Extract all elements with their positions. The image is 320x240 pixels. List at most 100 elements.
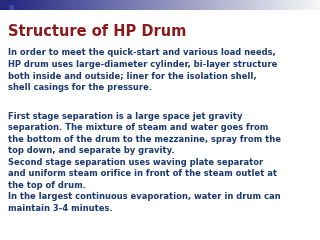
Bar: [94, 0, 95, 10]
Bar: [103, 0, 104, 10]
Bar: [283, 0, 284, 10]
Bar: [134, 0, 135, 10]
Bar: [26, 0, 27, 10]
Bar: [6, 0, 7, 10]
Bar: [111, 0, 112, 10]
Bar: [125, 0, 126, 10]
Bar: [32, 0, 33, 10]
Bar: [75, 0, 76, 10]
Bar: [277, 0, 278, 10]
Bar: [311, 0, 313, 10]
Bar: [34, 0, 35, 10]
Bar: [81, 0, 83, 10]
Bar: [194, 0, 195, 10]
Bar: [126, 0, 127, 10]
Bar: [148, 0, 149, 10]
Bar: [152, 0, 153, 10]
Bar: [211, 0, 212, 10]
Bar: [270, 0, 271, 10]
Bar: [40, 0, 41, 10]
Bar: [232, 0, 233, 10]
Bar: [278, 0, 279, 10]
Bar: [27, 0, 28, 10]
Bar: [164, 0, 165, 10]
Bar: [0, 0, 320, 10]
Bar: [18, 0, 19, 10]
Bar: [65, 0, 66, 10]
Bar: [110, 0, 111, 10]
Bar: [236, 0, 237, 10]
Bar: [293, 0, 294, 10]
Bar: [204, 0, 205, 10]
Bar: [197, 0, 198, 10]
Bar: [208, 0, 209, 10]
Bar: [131, 0, 132, 10]
Bar: [248, 0, 249, 10]
Bar: [286, 0, 287, 10]
Bar: [139, 0, 140, 10]
Bar: [209, 0, 210, 10]
Bar: [108, 0, 109, 10]
Bar: [93, 0, 94, 10]
Bar: [9, 5, 14, 10]
Bar: [302, 0, 303, 10]
Bar: [215, 0, 216, 10]
Bar: [159, 0, 161, 10]
Bar: [63, 0, 64, 10]
Bar: [249, 0, 251, 10]
Bar: [319, 0, 320, 10]
Bar: [217, 0, 218, 10]
Bar: [175, 0, 177, 10]
Bar: [135, 0, 136, 10]
Bar: [202, 0, 203, 10]
Bar: [142, 0, 143, 10]
Bar: [274, 0, 275, 10]
Bar: [102, 0, 103, 10]
Bar: [43, 0, 44, 10]
Bar: [10, 0, 11, 10]
Bar: [11, 0, 12, 10]
Bar: [190, 0, 192, 10]
Bar: [167, 0, 168, 10]
Bar: [36, 0, 37, 10]
Text: Structure of HP Drum: Structure of HP Drum: [8, 24, 186, 39]
Bar: [155, 0, 156, 10]
Bar: [141, 0, 142, 10]
Bar: [107, 0, 108, 10]
Bar: [69, 0, 71, 10]
Bar: [28, 0, 29, 10]
Bar: [30, 0, 31, 10]
Bar: [147, 0, 148, 10]
Bar: [262, 0, 263, 10]
Text: In order to meet the quick-start and various load needs,
HP drum uses large-diam: In order to meet the quick-start and var…: [8, 48, 277, 92]
Bar: [239, 0, 240, 10]
Bar: [218, 0, 220, 10]
Bar: [242, 0, 243, 10]
Bar: [80, 0, 81, 10]
Bar: [7, 0, 9, 10]
Bar: [14, 0, 15, 10]
Bar: [165, 0, 166, 10]
Bar: [289, 0, 290, 10]
Bar: [117, 0, 118, 10]
Bar: [201, 0, 202, 10]
Bar: [245, 0, 246, 10]
Bar: [221, 0, 223, 10]
Bar: [196, 0, 197, 10]
Bar: [210, 0, 211, 10]
Bar: [275, 0, 276, 10]
Bar: [105, 0, 106, 10]
Bar: [180, 0, 181, 10]
Bar: [4, 0, 5, 10]
Bar: [188, 0, 189, 10]
Bar: [120, 0, 121, 10]
Bar: [173, 0, 174, 10]
Bar: [268, 0, 270, 10]
Bar: [255, 0, 256, 10]
Bar: [284, 0, 285, 10]
Bar: [161, 0, 162, 10]
Bar: [174, 0, 175, 10]
Bar: [47, 0, 48, 10]
Bar: [267, 0, 268, 10]
Bar: [156, 0, 157, 10]
